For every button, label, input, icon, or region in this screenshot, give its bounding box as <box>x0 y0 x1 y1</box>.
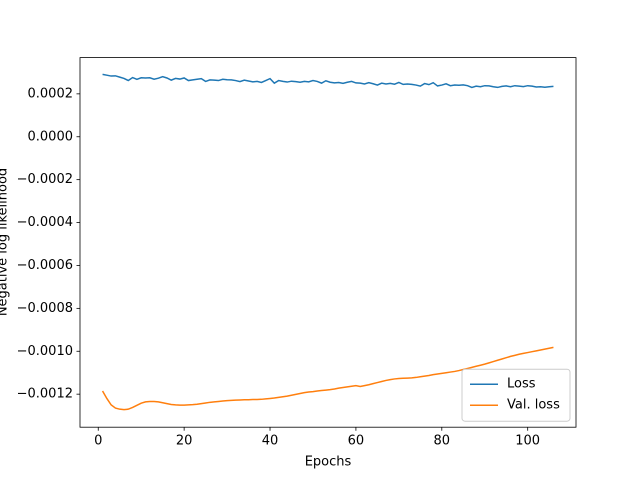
x-tick-label: 100 <box>515 434 540 449</box>
plot-frame <box>79 57 577 428</box>
x-tick-label: 80 <box>434 434 451 449</box>
legend-label: Loss <box>507 377 536 392</box>
x-tick-label: 40 <box>262 434 279 449</box>
y-tick-label: −0.0002 <box>17 172 73 187</box>
line-series <box>102 73 554 89</box>
x-tick-label: 20 <box>176 434 193 449</box>
y-tick-label: −0.0012 <box>17 387 73 402</box>
legend-label: Val. loss <box>507 398 560 413</box>
y-tick-label: −0.0010 <box>17 344 73 359</box>
x-tick-label: 60 <box>348 434 365 449</box>
y-axis-label: Negative log likelihood <box>0 168 11 316</box>
y-tick-label: 0.0002 <box>28 86 74 101</box>
x-tick-label: 0 <box>94 434 102 449</box>
legend-box <box>461 368 571 422</box>
y-tick-label: −0.0004 <box>17 215 73 230</box>
y-tick-label: −0.0006 <box>17 258 73 273</box>
y-tick-label: −0.0008 <box>17 301 73 316</box>
x-axis-label: Epochs <box>305 455 352 470</box>
line-series <box>101 346 554 411</box>
y-tick-label: 0.0000 <box>28 129 74 144</box>
